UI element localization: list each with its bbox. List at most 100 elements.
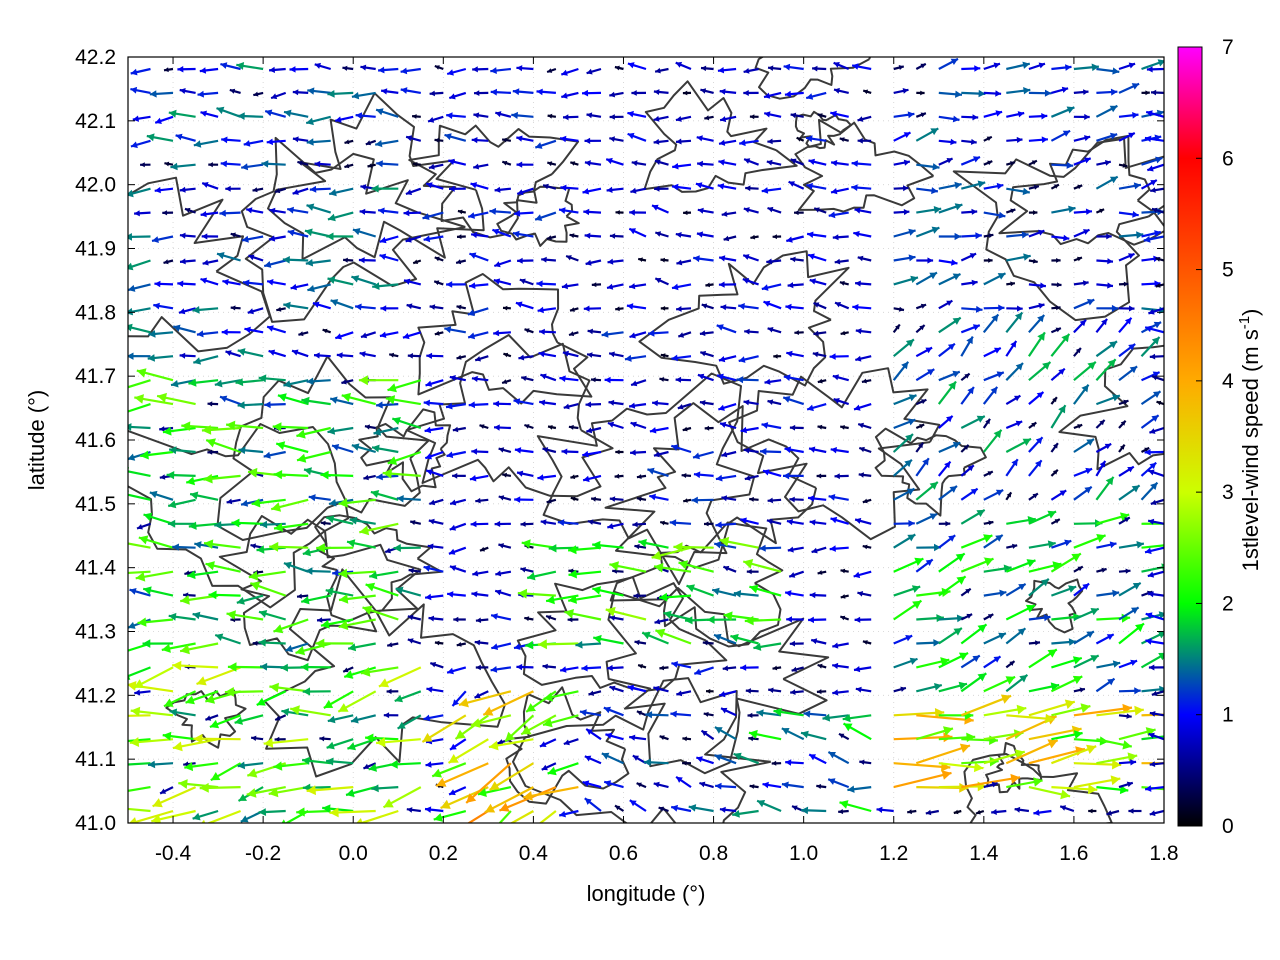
wind-arrow [179, 642, 219, 655]
wind-arrow [1028, 786, 1071, 800]
wind-arrow [740, 664, 759, 671]
wind-arrow [1050, 489, 1067, 501]
wind-arrow [983, 371, 1005, 382]
wind-arrow [237, 112, 264, 120]
wind-arrow [305, 259, 331, 267]
wind-arrow [672, 163, 692, 170]
wind-arrow [817, 378, 827, 384]
wind-arrow [1073, 630, 1095, 645]
wind-arrow [938, 299, 953, 310]
wind-arrow [1095, 442, 1112, 453]
wind-arrow [960, 444, 970, 453]
wind-arrow [697, 207, 714, 214]
wind-arrow [236, 594, 264, 605]
wind-arrow [983, 589, 1007, 597]
wind-arrow [1073, 384, 1090, 405]
wind-arrow [202, 259, 219, 266]
wind-arrow [1006, 305, 1023, 312]
wind-arrow [1144, 325, 1164, 334]
wind-arrow [682, 426, 692, 432]
wind-arrow [517, 588, 556, 599]
wind-arrow [651, 204, 669, 214]
wind-arrow [851, 184, 872, 191]
wind-arrow [352, 228, 377, 238]
wind-arrow [853, 570, 872, 579]
wind-arrow [151, 235, 174, 243]
wind-arrow [630, 449, 647, 456]
wind-arrow [363, 474, 376, 481]
wind-arrow [1028, 89, 1052, 97]
wind-arrow [671, 283, 692, 291]
wind-arrow [263, 450, 286, 459]
wind-arrow [447, 738, 489, 764]
wind-arrow [812, 351, 827, 358]
wind-arrow [827, 778, 850, 789]
wind-arrow [153, 302, 174, 310]
wind-arrow [1028, 210, 1038, 215]
wind-arrow [830, 160, 849, 167]
wind-arrow [716, 373, 737, 382]
wind-arrow [493, 278, 512, 286]
wind-arrow [853, 403, 872, 411]
wind-arrow [813, 301, 827, 310]
wind-arrow [128, 714, 151, 717]
wind-arrow [1073, 228, 1090, 238]
wind-arrow [235, 378, 264, 387]
wind-arrow [609, 114, 624, 120]
wind-arrow [193, 355, 219, 365]
wind-arrow [1140, 461, 1157, 477]
wind-arrow [840, 330, 849, 336]
wind-arrow [1073, 63, 1100, 72]
wind-arrow [857, 137, 872, 144]
wind-arrow [603, 780, 624, 789]
wind-arrow [1141, 544, 1164, 549]
wind-arrow [130, 67, 151, 76]
wind-arrow [245, 207, 264, 214]
wind-arrow [915, 398, 927, 406]
wind-arrow [469, 474, 489, 482]
wind-arrow [296, 426, 331, 439]
wind-arrow [907, 809, 917, 815]
wind-arrow [806, 231, 827, 238]
wind-arrow [473, 112, 489, 119]
wind-arrow [488, 738, 534, 751]
wind-arrow [1028, 436, 1044, 453]
wind-arrow [188, 521, 219, 530]
wind-arrow [743, 447, 759, 454]
wind-arrow [256, 545, 286, 554]
wind-arrow [1051, 585, 1077, 597]
wind-arrow [983, 613, 994, 621]
wind-arrow [1149, 761, 1164, 767]
wind-arrow [482, 690, 534, 716]
wind-arrow [1073, 298, 1095, 310]
wind-arrow [1073, 361, 1097, 382]
colorbar-label-close: ) [1238, 309, 1263, 316]
y-tick-label: 42.1 [75, 110, 116, 133]
wind-arrow [178, 307, 196, 315]
wind-arrow [808, 158, 827, 166]
wind-arrow [287, 206, 309, 214]
wind-arrow [493, 259, 512, 268]
wind-arrow [805, 91, 827, 100]
wind-arrow [343, 666, 377, 679]
wind-arrow [560, 67, 579, 76]
wind-arrow [653, 138, 669, 145]
wind-arrow [1005, 458, 1019, 477]
wind-arrow [342, 65, 354, 71]
wind-arrow [806, 403, 827, 412]
x-tick-label: 1.4 [969, 842, 999, 865]
wind-arrow [375, 108, 399, 118]
wind-arrow [524, 328, 534, 334]
wind-arrow [1148, 307, 1164, 315]
wind-arrow [961, 65, 981, 72]
wind-arrow [627, 684, 647, 693]
wind-arrow [893, 254, 916, 262]
wind-arrow [586, 352, 602, 358]
wind-arrow [537, 639, 579, 650]
wind-arrow [133, 666, 174, 689]
wind-arrow [915, 512, 938, 525]
wind-arrow [192, 306, 219, 314]
contour-line [605, 587, 830, 775]
wind-arrow [498, 447, 512, 454]
